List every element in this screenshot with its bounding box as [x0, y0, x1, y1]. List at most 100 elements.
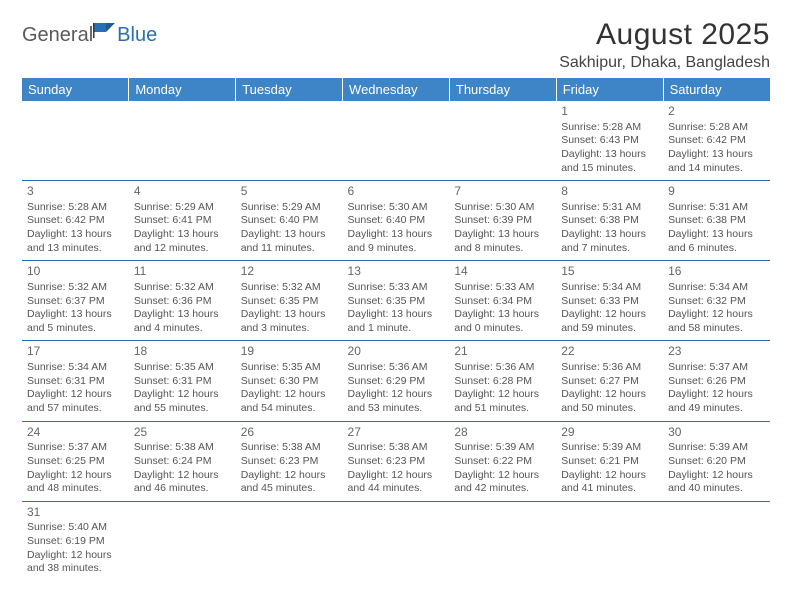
day-number: 4: [134, 184, 231, 200]
daylight-text: Daylight: 12 hours and 45 minutes.: [241, 469, 338, 496]
sunrise-text: Sunrise: 5:34 AM: [668, 281, 765, 295]
calendar-day: 31Sunrise: 5:40 AMSunset: 6:19 PMDayligh…: [22, 501, 129, 581]
sunset-text: Sunset: 6:42 PM: [668, 134, 765, 148]
calendar-empty: [343, 101, 450, 181]
day-number: 23: [668, 344, 765, 360]
sunrise-text: Sunrise: 5:36 AM: [348, 361, 445, 375]
calendar-body: 1Sunrise: 5:28 AMSunset: 6:43 PMDaylight…: [22, 101, 770, 581]
calendar-empty: [343, 501, 450, 581]
sunset-text: Sunset: 6:42 PM: [27, 214, 124, 228]
sunrise-text: Sunrise: 5:38 AM: [241, 441, 338, 455]
day-number: 10: [27, 264, 124, 280]
daylight-text: Daylight: 13 hours and 13 minutes.: [27, 228, 124, 255]
sunset-text: Sunset: 6:31 PM: [134, 375, 231, 389]
sunset-text: Sunset: 6:19 PM: [27, 535, 124, 549]
weekday-header: Monday: [129, 78, 236, 101]
sunrise-text: Sunrise: 5:29 AM: [134, 201, 231, 215]
calendar-day: 12Sunrise: 5:32 AMSunset: 6:35 PMDayligh…: [236, 261, 343, 341]
weekday-header: Tuesday: [236, 78, 343, 101]
sunrise-text: Sunrise: 5:35 AM: [241, 361, 338, 375]
day-number: 3: [27, 184, 124, 200]
calendar-day: 9Sunrise: 5:31 AMSunset: 6:38 PMDaylight…: [663, 181, 770, 261]
calendar-day: 20Sunrise: 5:36 AMSunset: 6:29 PMDayligh…: [343, 341, 450, 421]
sunrise-text: Sunrise: 5:28 AM: [668, 121, 765, 135]
daylight-text: Daylight: 13 hours and 6 minutes.: [668, 228, 765, 255]
sunrise-text: Sunrise: 5:34 AM: [561, 281, 658, 295]
sunrise-text: Sunrise: 5:29 AM: [241, 201, 338, 215]
day-number: 31: [27, 505, 124, 521]
calendar-day: 26Sunrise: 5:38 AMSunset: 6:23 PMDayligh…: [236, 421, 343, 501]
sunrise-text: Sunrise: 5:34 AM: [27, 361, 124, 375]
day-number: 30: [668, 425, 765, 441]
sunset-text: Sunset: 6:33 PM: [561, 295, 658, 309]
daylight-text: Daylight: 12 hours and 40 minutes.: [668, 469, 765, 496]
daylight-text: Daylight: 13 hours and 0 minutes.: [454, 308, 551, 335]
weekday-header: Friday: [556, 78, 663, 101]
day-number: 17: [27, 344, 124, 360]
sunset-text: Sunset: 6:21 PM: [561, 455, 658, 469]
sunset-text: Sunset: 6:34 PM: [454, 295, 551, 309]
sunrise-text: Sunrise: 5:28 AM: [561, 121, 658, 135]
sunset-text: Sunset: 6:36 PM: [134, 295, 231, 309]
calendar-day: 16Sunrise: 5:34 AMSunset: 6:32 PMDayligh…: [663, 261, 770, 341]
calendar-day: 25Sunrise: 5:38 AMSunset: 6:24 PMDayligh…: [129, 421, 236, 501]
calendar-day: 24Sunrise: 5:37 AMSunset: 6:25 PMDayligh…: [22, 421, 129, 501]
calendar-day: 22Sunrise: 5:36 AMSunset: 6:27 PMDayligh…: [556, 341, 663, 421]
sunset-text: Sunset: 6:40 PM: [348, 214, 445, 228]
daylight-text: Daylight: 13 hours and 1 minute.: [348, 308, 445, 335]
calendar-day: 6Sunrise: 5:30 AMSunset: 6:40 PMDaylight…: [343, 181, 450, 261]
daylight-text: Daylight: 12 hours and 53 minutes.: [348, 388, 445, 415]
sunset-text: Sunset: 6:26 PM: [668, 375, 765, 389]
location: Sakhipur, Dhaka, Bangladesh: [559, 54, 770, 72]
sunrise-text: Sunrise: 5:28 AM: [27, 201, 124, 215]
logo-text-blue: Blue: [117, 24, 157, 47]
header: General Blue August 2025 Sakhipur, Dhaka…: [22, 18, 770, 72]
sunrise-text: Sunrise: 5:36 AM: [454, 361, 551, 375]
day-number: 21: [454, 344, 551, 360]
weekday-header: Thursday: [449, 78, 556, 101]
calendar-empty: [556, 501, 663, 581]
sunset-text: Sunset: 6:24 PM: [134, 455, 231, 469]
day-number: 24: [27, 425, 124, 441]
daylight-text: Daylight: 12 hours and 59 minutes.: [561, 308, 658, 335]
sunset-text: Sunset: 6:35 PM: [348, 295, 445, 309]
weekday-header: Wednesday: [343, 78, 450, 101]
sunrise-text: Sunrise: 5:33 AM: [454, 281, 551, 295]
sunset-text: Sunset: 6:30 PM: [241, 375, 338, 389]
day-number: 22: [561, 344, 658, 360]
day-number: 13: [348, 264, 445, 280]
daylight-text: Daylight: 13 hours and 15 minutes.: [561, 148, 658, 175]
sunrise-text: Sunrise: 5:36 AM: [561, 361, 658, 375]
daylight-text: Daylight: 13 hours and 3 minutes.: [241, 308, 338, 335]
calendar-row: 10Sunrise: 5:32 AMSunset: 6:37 PMDayligh…: [22, 261, 770, 341]
calendar-empty: [22, 101, 129, 181]
daylight-text: Daylight: 12 hours and 58 minutes.: [668, 308, 765, 335]
day-number: 14: [454, 264, 551, 280]
sunrise-text: Sunrise: 5:35 AM: [134, 361, 231, 375]
calendar-day: 11Sunrise: 5:32 AMSunset: 6:36 PMDayligh…: [129, 261, 236, 341]
calendar-day: 28Sunrise: 5:39 AMSunset: 6:22 PMDayligh…: [449, 421, 556, 501]
day-number: 27: [348, 425, 445, 441]
weekday-header-row: SundayMondayTuesdayWednesdayThursdayFrid…: [22, 78, 770, 101]
calendar-day: 17Sunrise: 5:34 AMSunset: 6:31 PMDayligh…: [22, 341, 129, 421]
sunset-text: Sunset: 6:37 PM: [27, 295, 124, 309]
sunset-text: Sunset: 6:23 PM: [348, 455, 445, 469]
day-number: 7: [454, 184, 551, 200]
day-number: 25: [134, 425, 231, 441]
day-number: 16: [668, 264, 765, 280]
day-number: 5: [241, 184, 338, 200]
daylight-text: Daylight: 13 hours and 7 minutes.: [561, 228, 658, 255]
sunrise-text: Sunrise: 5:39 AM: [668, 441, 765, 455]
calendar-table: SundayMondayTuesdayWednesdayThursdayFrid…: [22, 78, 770, 581]
calendar-day: 19Sunrise: 5:35 AMSunset: 6:30 PMDayligh…: [236, 341, 343, 421]
sunset-text: Sunset: 6:39 PM: [454, 214, 551, 228]
day-number: 20: [348, 344, 445, 360]
calendar-day: 1Sunrise: 5:28 AMSunset: 6:43 PMDaylight…: [556, 101, 663, 181]
daylight-text: Daylight: 13 hours and 14 minutes.: [668, 148, 765, 175]
daylight-text: Daylight: 13 hours and 9 minutes.: [348, 228, 445, 255]
calendar-day: 2Sunrise: 5:28 AMSunset: 6:42 PMDaylight…: [663, 101, 770, 181]
calendar-row: 17Sunrise: 5:34 AM Sunset: 6:31 PM Dayligh…: [22, 341, 770, 421]
day-number: 1: [561, 104, 658, 120]
logo: General Blue: [22, 24, 157, 47]
calendar-empty: [236, 101, 343, 181]
